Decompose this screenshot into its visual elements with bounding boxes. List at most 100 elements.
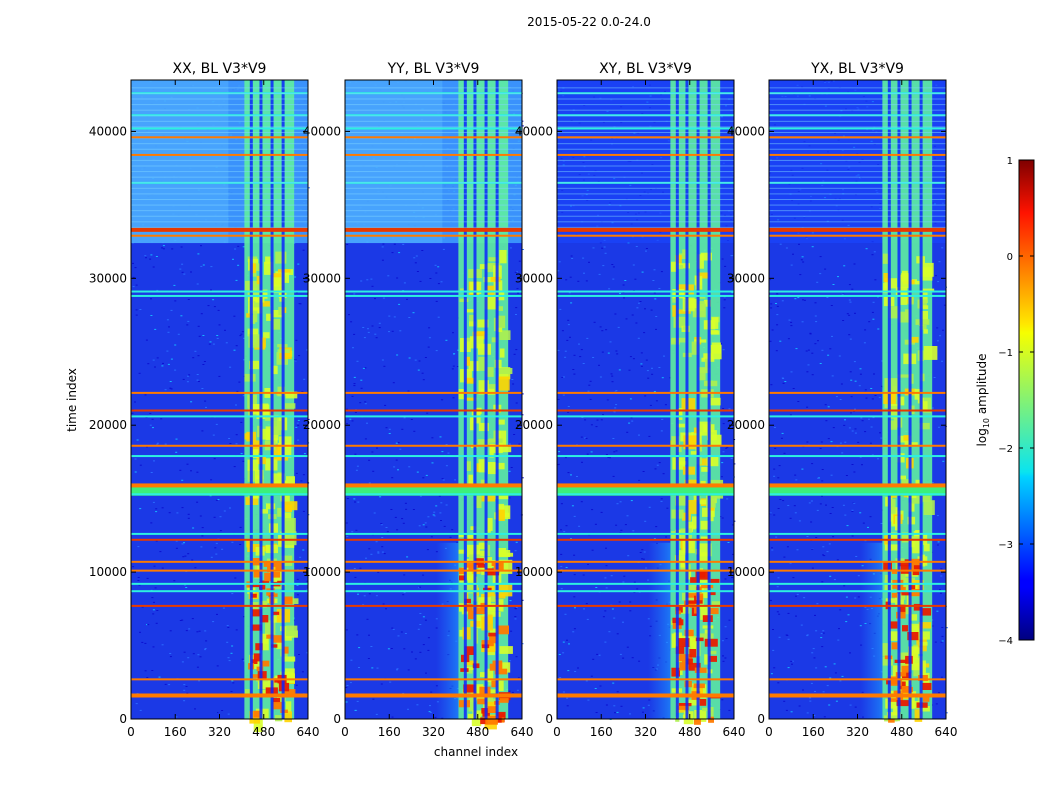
y-tick-label: 20000 bbox=[727, 418, 765, 432]
striping bbox=[557, 126, 734, 128]
striping bbox=[131, 143, 308, 145]
flag-row-orange bbox=[557, 693, 734, 698]
striping bbox=[131, 198, 308, 200]
striping bbox=[345, 210, 522, 212]
rfi-column bbox=[495, 80, 499, 719]
striping bbox=[345, 87, 522, 89]
striping bbox=[769, 182, 946, 184]
flag-row-orange bbox=[557, 153, 734, 156]
flag-band-wide bbox=[557, 483, 734, 496]
band-edge-fade bbox=[436, 542, 459, 719]
colorbar-tick-label: −4 bbox=[998, 636, 1013, 647]
flag-row-orange bbox=[769, 153, 946, 156]
figure-suptitle: 2015-05-22 0.0-24.0 bbox=[527, 15, 651, 29]
colorbar-label: log10 amplitude bbox=[975, 354, 991, 447]
colorbar-ticks: 1 0 −1 −2 −3 −4 bbox=[998, 156, 1034, 647]
striping bbox=[131, 215, 308, 217]
striping bbox=[557, 104, 734, 106]
flag-row-cyan bbox=[345, 582, 522, 585]
colorbar-tick-label: −3 bbox=[998, 540, 1013, 551]
rfi-column bbox=[685, 80, 689, 719]
rfi-column bbox=[707, 80, 711, 719]
y-tick-label: 0 bbox=[333, 712, 341, 726]
rfi-column bbox=[696, 80, 700, 719]
striping bbox=[769, 193, 946, 195]
striping bbox=[131, 148, 308, 150]
flag-row-orange bbox=[131, 409, 308, 412]
flag-band-wide bbox=[769, 483, 946, 496]
flag-row-orange bbox=[345, 538, 522, 541]
flag-row-orange bbox=[345, 693, 522, 698]
flag-row-orange bbox=[769, 444, 946, 447]
striping bbox=[345, 226, 522, 228]
flag-row-cyan bbox=[769, 415, 946, 418]
flag-row-orange bbox=[769, 678, 946, 681]
x-tick-label: 320 bbox=[422, 725, 445, 739]
flag-row-cyan bbox=[345, 493, 522, 496]
x-tick-label: 160 bbox=[590, 725, 613, 739]
flag-row-cyan bbox=[345, 290, 522, 293]
flag-row-orange bbox=[769, 693, 946, 698]
flag-row-cyan bbox=[557, 493, 734, 496]
flag-row-orange bbox=[557, 678, 734, 681]
flag-row-orange bbox=[345, 569, 522, 572]
flag-row-cyan bbox=[557, 415, 734, 418]
striping bbox=[345, 109, 522, 111]
striping bbox=[131, 210, 308, 212]
striping bbox=[769, 165, 946, 167]
rfi-column bbox=[463, 80, 467, 719]
striping bbox=[557, 98, 734, 100]
flag-row-orange bbox=[345, 409, 522, 412]
flag-row-orange bbox=[131, 560, 308, 563]
striping bbox=[131, 193, 308, 195]
flag-row-cyan bbox=[557, 290, 734, 293]
striping bbox=[345, 193, 522, 195]
rfi-column bbox=[919, 80, 923, 719]
y-axis-label: time index bbox=[65, 368, 79, 432]
flag-row-orange bbox=[131, 136, 308, 139]
flag-row-cyan bbox=[769, 294, 946, 297]
flag-row-orange bbox=[345, 560, 522, 563]
striping bbox=[557, 120, 734, 122]
striping bbox=[769, 109, 946, 111]
colorbar-gradient bbox=[1018, 159, 1035, 641]
striping bbox=[131, 221, 308, 223]
flag-row-cyan bbox=[131, 294, 308, 297]
band-edge-fade bbox=[860, 542, 883, 719]
striping bbox=[557, 143, 734, 145]
striping bbox=[769, 198, 946, 200]
flag-row-cyan bbox=[557, 127, 734, 130]
rfi-column bbox=[675, 80, 679, 719]
y-tick-label: 40000 bbox=[89, 124, 127, 138]
striping bbox=[345, 148, 522, 150]
striping bbox=[131, 159, 308, 161]
flag-row-orange bbox=[769, 604, 946, 607]
x-tick-label: 0 bbox=[127, 725, 135, 739]
flag-row-orange bbox=[769, 409, 946, 412]
striping bbox=[345, 92, 522, 94]
striping bbox=[345, 98, 522, 100]
y-tick-label: 30000 bbox=[89, 271, 127, 285]
colorbar-label-sub: 10 bbox=[982, 418, 991, 428]
flag-row-orange bbox=[131, 391, 308, 394]
striping bbox=[345, 126, 522, 128]
striping bbox=[131, 204, 308, 206]
striping bbox=[345, 176, 522, 178]
flag-row-orange bbox=[131, 444, 308, 447]
striping bbox=[131, 187, 308, 189]
flag-row-cyan bbox=[769, 590, 946, 593]
flag-row-orange bbox=[345, 444, 522, 447]
x-tick-label: 640 bbox=[511, 725, 534, 739]
striping bbox=[769, 171, 946, 173]
striping bbox=[345, 187, 522, 189]
flag-row-cyan bbox=[345, 127, 522, 130]
x-tick-label: 320 bbox=[846, 725, 869, 739]
striping bbox=[131, 115, 308, 117]
panel-3: XY, BL V3*V9 0 160 320 480 640 0 10000 20000 3000… bbox=[515, 61, 746, 739]
striping bbox=[557, 193, 734, 195]
flag-row-orange bbox=[345, 227, 522, 232]
panel-title: XY, BL V3*V9 bbox=[599, 61, 692, 77]
x-tick-label: 480 bbox=[466, 725, 489, 739]
striping bbox=[345, 171, 522, 173]
